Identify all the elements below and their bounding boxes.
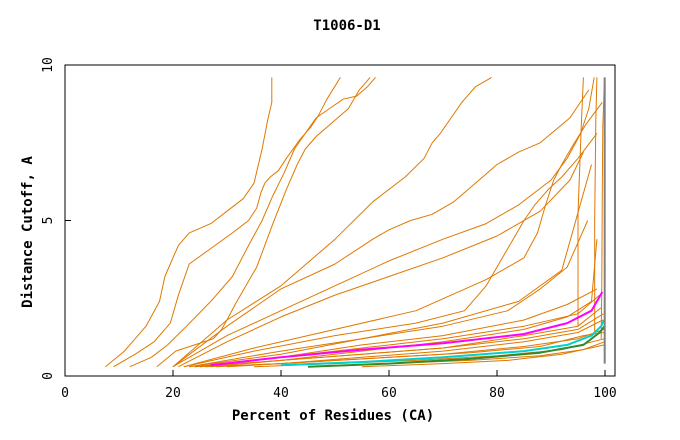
x-tick-label: 0 [61, 386, 69, 401]
series-line-model-b [113, 77, 341, 368]
y-ticks: 0 5 10 [41, 57, 71, 380]
x-axis-label: Percent of Residues (CA) [232, 408, 434, 424]
series-line-highlight-cyan [280, 319, 605, 367]
series-line-model-y [594, 77, 598, 333]
y-tick-label: 0 [41, 372, 56, 380]
series-line-highlight-green [307, 325, 606, 368]
series-line-model-a [105, 77, 273, 368]
x-tick-label: 100 [593, 386, 616, 401]
y-axis-label: Distance Cutoff, A [20, 156, 36, 308]
series-line-model-x [577, 77, 584, 327]
series-line-model-w [361, 344, 605, 368]
x-tick-label: 40 [273, 386, 289, 401]
series-line-model-g [172, 77, 595, 368]
x-tick-label: 80 [489, 386, 505, 401]
series-line-model-e [172, 76, 492, 368]
series-line-model-o [199, 307, 602, 368]
series-line-model-n [194, 239, 598, 368]
plot-frame [64, 64, 616, 377]
series-line-model-r [210, 313, 604, 368]
x-ticks: 0 20 40 60 80 100 [61, 370, 617, 401]
series-line-model-i [183, 102, 603, 368]
y-tick-label: 10 [41, 57, 56, 73]
series-line-model-j [183, 133, 598, 368]
series-layer [105, 76, 606, 368]
chart-title: T1006-D1 [313, 18, 380, 34]
series-line-model-h [178, 151, 584, 368]
series-line-model-d [156, 77, 371, 368]
series-line-highlight-magenta [210, 291, 604, 367]
series-line-model-l [189, 220, 589, 368]
y-tick-label: 5 [41, 217, 56, 225]
series-line-model-z [600, 77, 605, 339]
x-tick-label: 60 [381, 386, 397, 401]
x-tick-label: 20 [165, 386, 181, 401]
series-line-model-k [189, 164, 592, 368]
series-line-model-t [226, 332, 604, 368]
series-line-model-f [172, 89, 590, 368]
plot-area: 0 20 40 60 80 100 0 5 10 [41, 57, 617, 401]
series-line-model-c [129, 77, 376, 368]
